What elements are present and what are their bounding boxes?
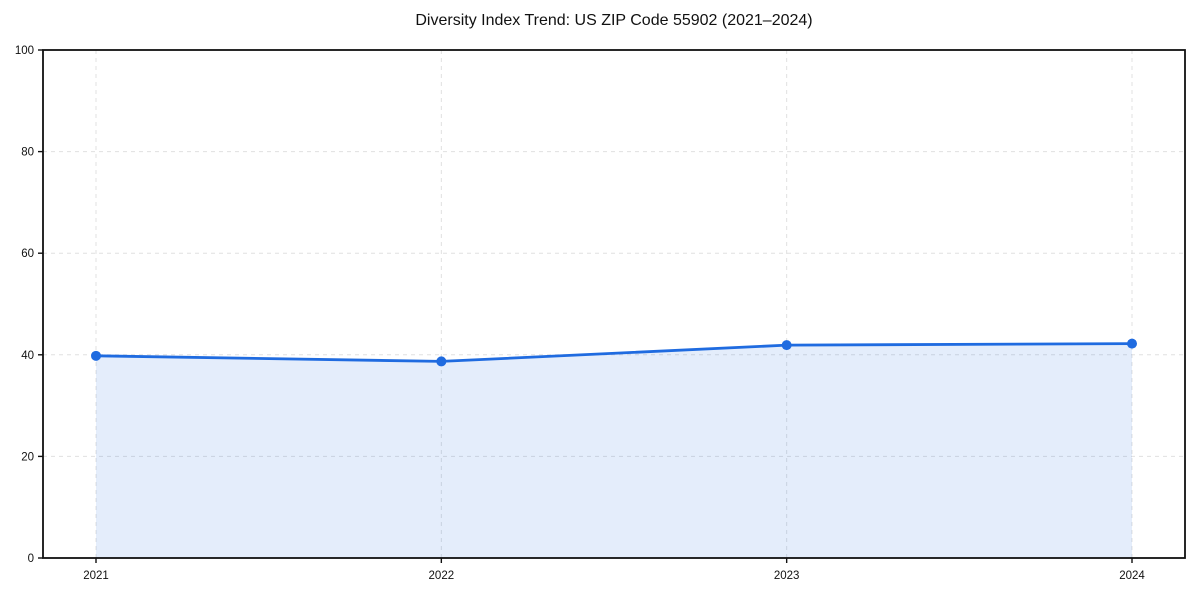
data-point-marker [781, 340, 792, 351]
data-point-marker [436, 356, 447, 367]
y-axis-tick-label: 100 [15, 45, 34, 57]
y-axis-tick-label: 0 [28, 553, 34, 565]
trend-line [94, 342, 1134, 363]
y-axis-tick-label: 20 [21, 451, 34, 463]
y-axis-tick-label: 40 [21, 350, 34, 362]
y-axis-tick-label: 60 [21, 248, 34, 260]
y-axis-tick-label: 80 [21, 147, 34, 159]
x-axis-tick-label: 2021 [83, 570, 109, 582]
x-axis-tick-label: 2023 [774, 570, 800, 582]
data-point-marker [91, 350, 101, 361]
data-point-marker [1127, 338, 1137, 349]
plot-border [42, 49, 1186, 559]
x-axis-tick-label: 2024 [1119, 570, 1145, 582]
chart-title: Diversity Index Trend: US ZIP Code 55902… [415, 12, 812, 29]
area-fill [96, 343, 1132, 558]
x-axis-tick-label: 2022 [429, 570, 455, 582]
